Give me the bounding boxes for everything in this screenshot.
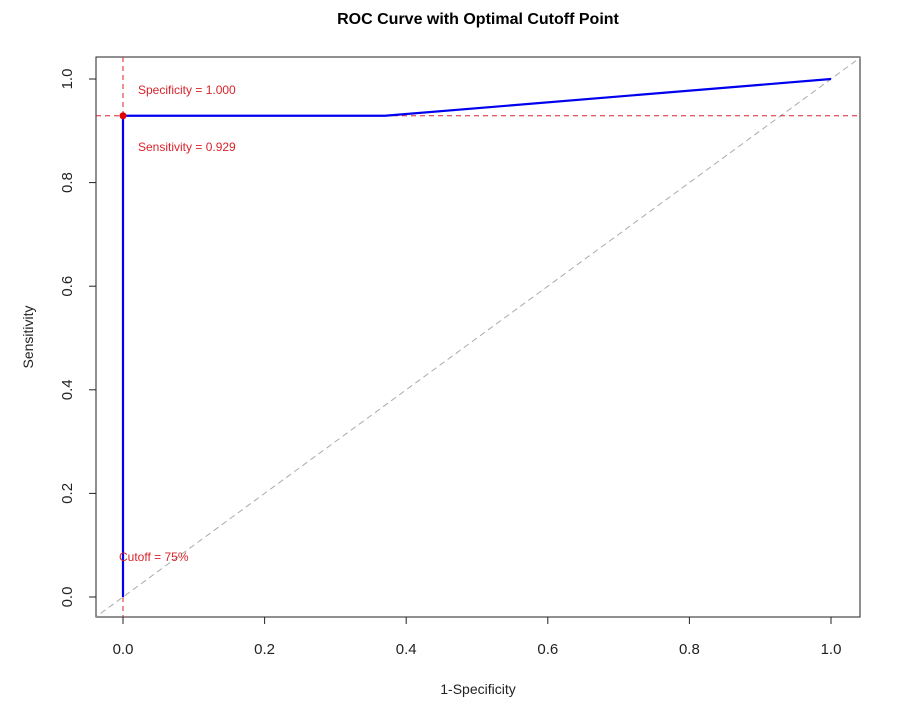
y-axis-label: Sensitivity xyxy=(20,305,36,368)
y-tick-label: 0.6 xyxy=(59,276,76,297)
plot-frame xyxy=(95,56,861,618)
x-axis-label: 1-Specificity xyxy=(440,681,515,697)
sensitivity-annotation: Sensitivity = 0.929 xyxy=(138,140,236,154)
roc-curve xyxy=(121,77,832,597)
x-tick-label: 1.0 xyxy=(821,641,842,658)
chart-title: ROC Curve with Optimal Cutoff Point xyxy=(337,11,619,28)
x-tick-label: 0.8 xyxy=(679,641,700,658)
x-tick-label: 0.0 xyxy=(113,641,134,658)
x-tick-label: 0.6 xyxy=(537,641,558,658)
x-tick-label: 0.4 xyxy=(396,641,417,658)
y-tick-label: 0.2 xyxy=(59,483,76,504)
specificity-annotation: Specificity = 1.000 xyxy=(138,83,236,97)
optimal-cutoff-point xyxy=(119,112,127,120)
y-tick-label: 1.0 xyxy=(59,69,76,90)
diagonal-reference-line xyxy=(96,57,860,617)
y-tick-label: 0.4 xyxy=(59,379,76,400)
cutoff-annotation: Cutoff = 75% xyxy=(119,550,189,564)
x-tick-label: 0.2 xyxy=(254,641,275,658)
y-tick-label: 0.8 xyxy=(59,172,76,193)
y-tick-label: 0.0 xyxy=(59,587,76,608)
